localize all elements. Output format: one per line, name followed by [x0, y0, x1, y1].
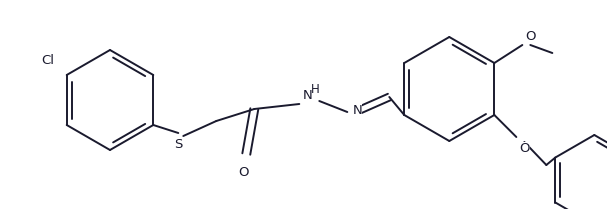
Text: O: O	[525, 30, 536, 43]
Text: N: N	[302, 89, 312, 102]
Text: O: O	[238, 166, 248, 179]
Text: N: N	[352, 103, 362, 116]
Text: Cl: Cl	[42, 54, 55, 67]
Text: S: S	[174, 138, 183, 151]
Text: H: H	[311, 83, 320, 96]
Text: O: O	[520, 142, 530, 155]
